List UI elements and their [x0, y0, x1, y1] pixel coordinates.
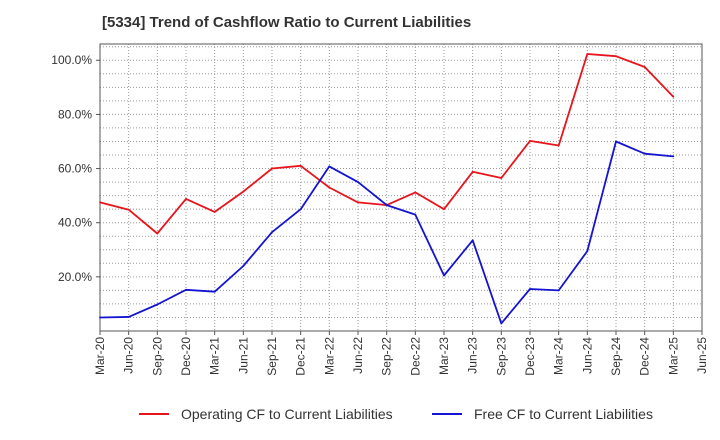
x-tick-label: Jun-25	[695, 337, 709, 374]
data-point	[271, 167, 273, 170]
x-tick-label: Mar-25	[666, 337, 680, 375]
data-point	[443, 274, 445, 277]
x-tick-label: Sep-21	[265, 337, 279, 376]
x-tick-label: Jun-20	[122, 337, 136, 374]
data-point	[586, 250, 589, 253]
x-tick-label: Dec-22	[408, 337, 422, 376]
data-point	[213, 290, 216, 293]
x-tick-label: Dec-23	[523, 337, 537, 376]
x-tick-label: Sep-24	[609, 337, 623, 376]
x-tick-label: Jun-21	[236, 337, 250, 374]
data-point	[299, 208, 302, 211]
data-point	[471, 170, 474, 173]
data-point	[185, 288, 187, 291]
x-tick-label: Sep-20	[150, 337, 164, 376]
data-point	[328, 165, 331, 168]
data-point	[672, 155, 675, 158]
data-point	[242, 190, 245, 193]
data-point	[643, 66, 646, 68]
y-tick-label: 20.0%	[58, 270, 92, 284]
data-point	[156, 232, 159, 235]
y-tick-label: 40.0%	[58, 216, 92, 230]
data-point	[443, 208, 445, 211]
data-point	[328, 186, 331, 189]
y-tick-label: 60.0%	[58, 162, 92, 176]
x-tick-label: Mar-20	[93, 337, 107, 375]
data-point	[500, 177, 503, 179]
legend-label-2: Free CF to Current Liabilities	[474, 406, 653, 422]
data-point	[213, 210, 216, 213]
x-tick-label: Mar-22	[322, 337, 336, 375]
x-tick-label: Mar-23	[437, 337, 451, 375]
x-tick-label: Dec-20	[179, 337, 193, 376]
y-tick-label: 80.0%	[58, 107, 92, 121]
data-point	[500, 322, 503, 325]
data-point	[529, 140, 531, 142]
data-point	[185, 197, 187, 200]
data-point	[357, 201, 359, 204]
data-point	[471, 239, 474, 242]
data-point	[127, 316, 130, 318]
data-point	[557, 144, 560, 147]
data-point	[242, 265, 245, 267]
data-point	[414, 213, 417, 216]
x-tick-label: Mar-24	[552, 337, 566, 375]
x-tick-label: Dec-21	[294, 337, 308, 376]
data-point	[385, 204, 388, 206]
x-tick-label: Jun-24	[580, 337, 594, 374]
data-point	[529, 288, 531, 290]
x-tick-label: Jun-22	[351, 337, 365, 374]
data-point	[99, 316, 101, 319]
chart-title: [5334] Trend of Cashflow Ratio to Curren…	[102, 14, 472, 31]
data-point	[127, 208, 130, 211]
data-point	[299, 164, 302, 167]
data-point	[615, 55, 617, 58]
y-tick-label: 100.0%	[51, 53, 92, 67]
x-tick-label: Mar-21	[208, 337, 222, 375]
data-point	[557, 289, 560, 292]
plot-area	[100, 44, 702, 331]
data-point	[615, 140, 617, 143]
data-point	[156, 303, 159, 306]
plot-border	[99, 43, 703, 332]
x-tick-label: Dec-24	[638, 337, 652, 376]
data-point	[414, 191, 417, 194]
data-point	[586, 53, 589, 55]
x-tick-label: Sep-23	[494, 337, 508, 376]
x-tick-label: Jun-23	[466, 337, 480, 374]
data-point	[271, 231, 273, 234]
legend-label-1: Operating CF to Current Liabilities	[181, 406, 393, 422]
data-point	[643, 152, 646, 155]
data-point	[99, 201, 101, 204]
x-tick-label: Sep-22	[380, 337, 394, 376]
data-point	[357, 181, 359, 183]
data-point	[672, 95, 675, 98]
